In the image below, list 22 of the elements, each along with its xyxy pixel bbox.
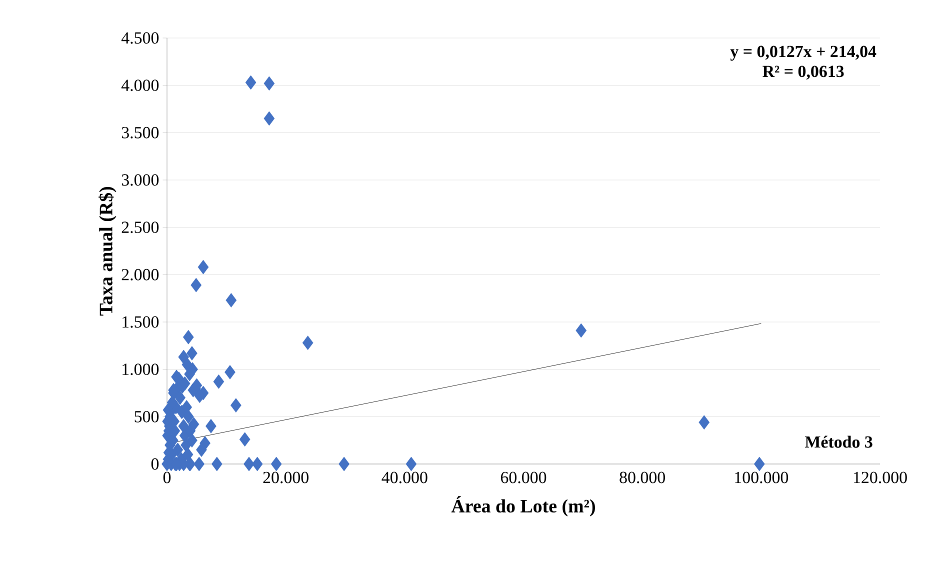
y-tick-label: 2.000 (122, 268, 159, 280)
y-tick-label: 1.000 (122, 364, 159, 376)
x-tick-label: 60.000 (500, 472, 546, 484)
y-tick-label: 1.500 (122, 316, 159, 328)
y-axis-title: Taxa anual (R$) (98, 186, 116, 316)
annotation: y = 0,0127x + 214,04 (730, 46, 876, 61)
y-tick-label: 0 (151, 458, 159, 470)
y-tick-label: 3.000 (122, 174, 159, 186)
annotation: R² = 0,0613 (762, 66, 844, 80)
x-tick-label: 0 (163, 472, 171, 484)
y-tick-label: 4.500 (121, 32, 159, 44)
y-tick-label: 3.500 (122, 126, 159, 138)
y-tick-label: 2.500 (122, 222, 159, 234)
y-tick-label: 4.000 (121, 80, 159, 92)
annotation: Método 3 (805, 436, 872, 448)
x-tick-label: 100.000 (735, 472, 788, 484)
x-tick-label: 40.000 (382, 472, 428, 484)
y-tick-label: 500 (134, 410, 159, 422)
x-tick-label: 80.000 (620, 472, 665, 484)
x-tick-label: 20.000 (263, 472, 308, 484)
x-tick-label: 120.000 (854, 472, 907, 484)
x-axis-title: Área do Lote (m²) (451, 496, 595, 516)
